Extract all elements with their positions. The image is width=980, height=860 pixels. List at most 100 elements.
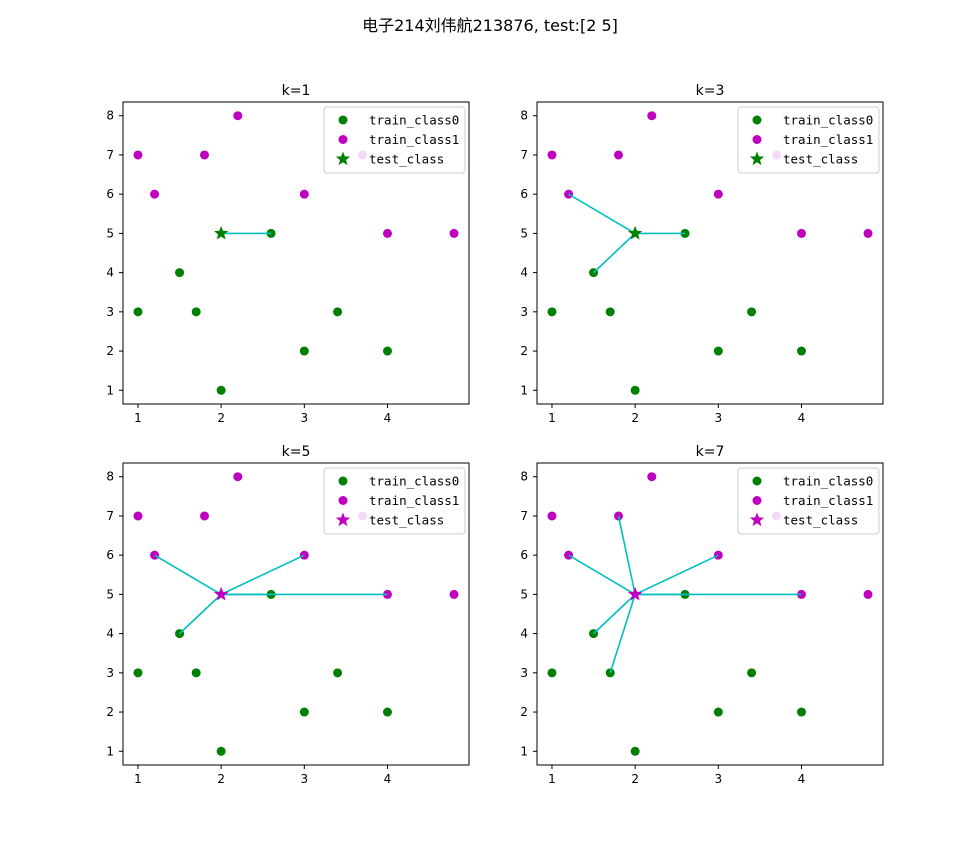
train-class0-point <box>713 707 723 717</box>
legend-label: test_class <box>369 152 444 167</box>
neighbor-line <box>220 554 305 596</box>
neighbor-line <box>179 593 222 635</box>
subplot-title: k=3 <box>696 83 725 99</box>
legend-marker-star <box>335 512 351 527</box>
subplot-title: k=7 <box>696 444 725 460</box>
legend-label: test_class <box>783 152 858 167</box>
train-class1-point <box>863 589 873 599</box>
subplot-4: k=7 1 2 3 4 1 2 3 4 5 6 7 8 train_class0 train_class1t… <box>520 444 884 786</box>
train-class0-point <box>796 707 806 717</box>
train-class0-point <box>191 668 201 678</box>
train-class0-point <box>630 385 640 395</box>
neighbor-line <box>568 193 636 235</box>
train-class1-point <box>150 189 160 199</box>
legend-marker <box>752 115 762 125</box>
train-class0-point <box>333 307 343 317</box>
train-class1-point <box>382 228 392 238</box>
train-class1-point <box>713 189 723 199</box>
y-tick-label: 8 <box>106 470 114 484</box>
legend: train_class0 train_class1 test_class <box>323 467 466 535</box>
y-tick-label: 1 <box>106 744 114 758</box>
train-class0-point <box>216 746 226 756</box>
neighbor-line <box>568 554 636 596</box>
subplot-3: k=5 1 2 3 4 1 2 3 4 5 6 7 8 train_class0 train_class1t… <box>106 444 470 786</box>
legend-label: test_class <box>369 513 444 528</box>
train-class0-point <box>133 307 143 317</box>
neighbor-line <box>593 232 636 274</box>
train-class1-point <box>614 150 624 160</box>
legend-label: train_class0 <box>369 113 459 128</box>
x-tick-label: 3 <box>714 411 722 425</box>
legend-marker <box>752 496 762 505</box>
train-class1-point <box>863 228 873 238</box>
legend-marker <box>338 476 348 486</box>
y-tick-label: 6 <box>520 548 528 562</box>
y-tick-label: 6 <box>106 187 114 201</box>
x-tick-label: 4 <box>798 411 806 425</box>
train-class0-point <box>382 707 392 717</box>
subplot-title: k=1 <box>282 83 311 99</box>
neighbor-line <box>593 593 636 635</box>
legend-box <box>323 106 466 174</box>
y-tick-label: 3 <box>106 305 114 319</box>
train-class0-point <box>605 307 615 317</box>
x-tick-label: 4 <box>798 772 806 786</box>
train-class0-point <box>547 668 557 678</box>
train-class0-point <box>382 346 392 356</box>
test-point-star <box>214 225 229 240</box>
y-tick-label: 5 <box>106 226 114 240</box>
y-tick-label: 1 <box>520 744 528 758</box>
train-class0-point <box>216 385 226 395</box>
subplot-title: k=5 <box>282 444 311 460</box>
x-tick-label: 2 <box>631 411 639 425</box>
y-tick-label: 8 <box>520 470 528 484</box>
train-class1-point <box>449 228 459 238</box>
train-class1-point <box>200 511 210 521</box>
figure-suptitle: 电子214刘伟航213876, test:[2 5] <box>362 16 618 35</box>
y-tick-label: 8 <box>520 109 528 123</box>
y-tick-label: 3 <box>520 666 528 680</box>
train-class0-point <box>713 346 723 356</box>
x-tick-label: 4 <box>384 411 392 425</box>
train-class1-point <box>233 111 243 121</box>
legend-box <box>737 106 880 174</box>
legend-marker-star <box>749 151 765 166</box>
x-tick-label: 3 <box>300 411 308 425</box>
legend-label: train_class0 <box>369 474 459 489</box>
y-tick-label: 6 <box>106 548 114 562</box>
legend-marker <box>338 115 348 125</box>
legend-label: train_class0 <box>783 113 873 128</box>
train-class0-point <box>333 668 343 678</box>
y-tick-label: 4 <box>520 627 528 641</box>
neighbor-line <box>609 594 636 674</box>
train-class1-point <box>200 150 210 160</box>
train-class0-point <box>299 707 309 717</box>
x-tick-label: 3 <box>300 772 308 786</box>
neighbor-line <box>634 554 719 596</box>
legend-label: train_class1 <box>369 132 459 147</box>
y-tick-label: 7 <box>520 509 528 523</box>
y-tick-label: 4 <box>106 627 114 641</box>
test-point-star <box>214 586 229 601</box>
y-tick-label: 5 <box>520 587 528 601</box>
y-tick-label: 3 <box>520 305 528 319</box>
legend: train_class0 train_class1 test_class <box>323 106 466 174</box>
legend-marker-star <box>749 512 765 527</box>
train-class0-point <box>299 346 309 356</box>
x-tick-label: 2 <box>631 772 639 786</box>
y-tick-label: 3 <box>106 666 114 680</box>
legend-label: test_class <box>783 513 858 528</box>
legend-marker <box>752 476 762 486</box>
train-class0-point <box>747 307 757 317</box>
legend: train_class0 train_class1 test_class <box>737 467 880 535</box>
y-tick-label: 7 <box>520 148 528 162</box>
train-class1-point <box>449 589 459 599</box>
y-tick-label: 6 <box>520 187 528 201</box>
legend-marker <box>338 496 348 505</box>
train-class0-point <box>175 268 185 278</box>
y-tick-label: 2 <box>520 705 528 719</box>
y-tick-label: 5 <box>520 226 528 240</box>
y-tick-label: 2 <box>106 705 114 719</box>
test-point-star <box>628 225 643 240</box>
